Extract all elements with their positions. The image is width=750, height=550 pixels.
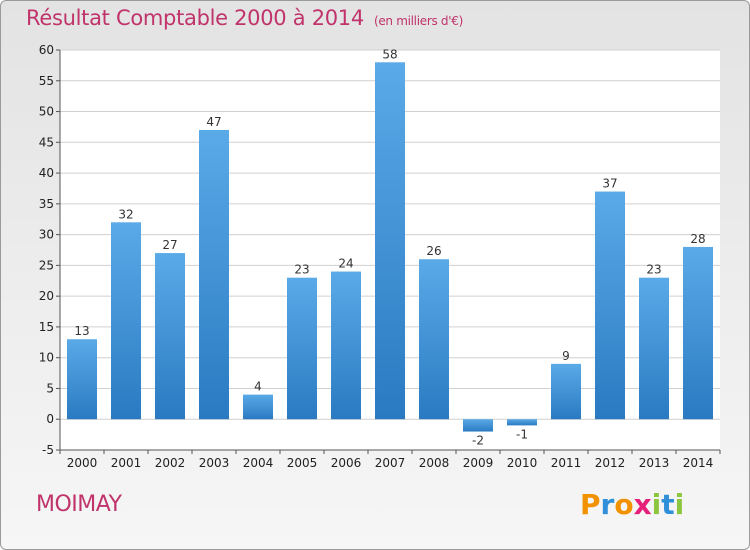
y-tick-label: 50 bbox=[39, 105, 54, 119]
value-label: 23 bbox=[294, 263, 309, 277]
y-tick-label: 30 bbox=[39, 228, 54, 242]
bar bbox=[111, 222, 141, 420]
bar bbox=[507, 419, 537, 426]
logo-letter: t bbox=[661, 488, 675, 521]
x-tick-label: 2003 bbox=[199, 456, 230, 470]
y-tick-label: 20 bbox=[39, 289, 54, 303]
logo-letter: r bbox=[600, 488, 615, 521]
value-label: 26 bbox=[426, 244, 441, 258]
y-tick-label: 60 bbox=[39, 43, 54, 57]
bar bbox=[155, 253, 185, 420]
bar bbox=[419, 259, 449, 420]
bar bbox=[375, 62, 405, 420]
y-tick-label: 10 bbox=[39, 351, 54, 365]
value-label: 24 bbox=[338, 257, 353, 271]
proxiti-logo: Proxiti bbox=[580, 488, 684, 521]
x-tick-label: 2002 bbox=[155, 456, 186, 470]
bar bbox=[243, 394, 273, 420]
bar bbox=[595, 191, 625, 420]
value-label: 47 bbox=[206, 115, 221, 129]
y-tick-label: -5 bbox=[42, 443, 54, 457]
x-tick-label: 2012 bbox=[595, 456, 626, 470]
bar bbox=[287, 277, 317, 420]
value-label: 32 bbox=[118, 207, 133, 221]
value-label: 58 bbox=[382, 47, 397, 61]
y-tick-label: 5 bbox=[46, 381, 54, 395]
logo-letter: P bbox=[580, 488, 601, 521]
logo-letter: x bbox=[633, 488, 652, 521]
x-tick-label: 2006 bbox=[331, 456, 362, 470]
y-tick-label: 35 bbox=[39, 197, 54, 211]
y-tick-label: 25 bbox=[39, 258, 54, 272]
value-label: 9 bbox=[562, 349, 570, 363]
x-tick-label: 2007 bbox=[375, 456, 406, 470]
x-tick-label: 2001 bbox=[111, 456, 142, 470]
value-label: 23 bbox=[646, 263, 661, 277]
x-tick-label: 2014 bbox=[683, 456, 714, 470]
logo-letter: i bbox=[674, 488, 685, 521]
chart-title: Résultat Comptable 2000 à 2014 (en millie… bbox=[26, 6, 463, 30]
y-tick-label: 0 bbox=[46, 412, 54, 426]
logo-letter: i bbox=[651, 488, 662, 521]
logo-letter: o bbox=[614, 488, 634, 521]
bar bbox=[639, 277, 669, 420]
bar bbox=[199, 130, 229, 420]
x-tick-label: 2005 bbox=[287, 456, 318, 470]
bar bbox=[551, 363, 581, 420]
chart-subtitle: (en milliers d'€) bbox=[373, 14, 463, 28]
x-tick-label: 2004 bbox=[243, 456, 274, 470]
y-tick-label: 45 bbox=[39, 135, 54, 149]
commune-name: MOIMAY bbox=[36, 492, 122, 517]
y-tick-label: 15 bbox=[39, 320, 54, 334]
bar bbox=[331, 271, 361, 420]
y-tick-label: 40 bbox=[39, 166, 54, 180]
x-tick-label: 2000 bbox=[67, 456, 98, 470]
x-tick-label: 2011 bbox=[551, 456, 582, 470]
x-tick-label: 2013 bbox=[639, 456, 670, 470]
chart-title-text: Résultat Comptable 2000 à 2014 bbox=[26, 6, 364, 30]
value-label: 4 bbox=[254, 380, 262, 394]
value-label: 13 bbox=[74, 324, 89, 338]
value-label: 37 bbox=[602, 177, 617, 191]
bar bbox=[67, 339, 97, 420]
bar bbox=[463, 419, 493, 432]
value-label: -2 bbox=[472, 434, 484, 448]
x-tick-label: 2008 bbox=[419, 456, 450, 470]
bar bbox=[683, 246, 713, 420]
value-label: 27 bbox=[162, 238, 177, 252]
value-label: 28 bbox=[690, 232, 705, 246]
y-tick-label: 55 bbox=[39, 74, 54, 88]
x-tick-label: 2010 bbox=[507, 456, 538, 470]
x-tick-label: 2009 bbox=[463, 456, 494, 470]
value-label: -1 bbox=[516, 427, 528, 441]
